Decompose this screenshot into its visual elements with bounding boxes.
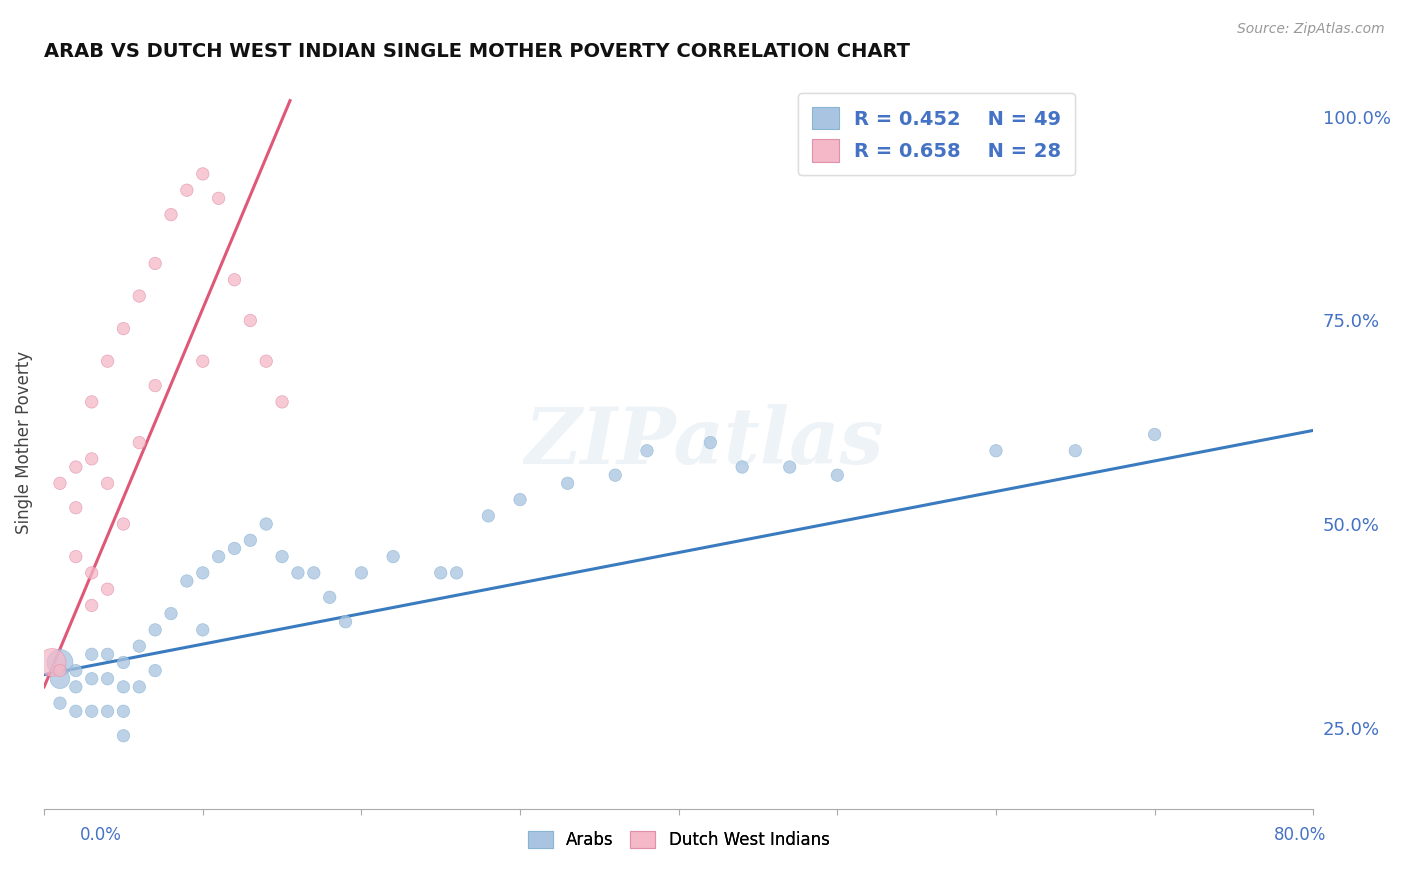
Point (287, 566, 309, 580)
Text: 0.0%: 0.0% (80, 826, 122, 844)
Point (97, 582, 120, 596)
Text: ZIPatlas: ZIPatlas (524, 404, 884, 481)
Text: Source: ZipAtlas.com: Source: ZipAtlas.com (1237, 22, 1385, 37)
Point (80, 451, 103, 466)
Point (128, 435, 150, 450)
Point (239, 533, 262, 548)
Point (699, 435, 721, 450)
Point (65, 500, 87, 515)
Legend: R = 0.452    N = 49, R = 0.658    N = 28: R = 0.452 N = 49, R = 0.658 N = 28 (799, 94, 1076, 175)
Point (65, 680, 87, 694)
Point (477, 508, 499, 523)
Point (318, 591, 340, 605)
Point (97, 476, 120, 491)
Point (509, 492, 531, 507)
Point (605, 468, 627, 483)
Point (446, 566, 468, 580)
Point (382, 549, 405, 564)
Point (160, 607, 183, 621)
Point (65, 664, 87, 678)
Point (350, 566, 373, 580)
Point (731, 460, 754, 475)
Point (112, 704, 135, 718)
Point (128, 289, 150, 303)
Point (143, 623, 166, 637)
Point (1143, 427, 1166, 442)
Point (827, 468, 849, 483)
Point (557, 476, 579, 491)
Point (254, 354, 277, 368)
Point (49, 696, 72, 710)
Point (49, 476, 72, 491)
Point (254, 516, 277, 531)
Point (97, 672, 120, 686)
Point (636, 443, 658, 458)
Point (224, 273, 246, 287)
Point (143, 256, 166, 270)
Y-axis label: Single Mother Poverty: Single Mother Poverty (15, 351, 32, 534)
Point (191, 167, 214, 181)
Text: 80.0%: 80.0% (1274, 826, 1327, 844)
Point (984, 443, 1007, 458)
Point (335, 615, 357, 629)
Point (112, 516, 135, 531)
Point (176, 183, 198, 197)
Point (128, 680, 150, 694)
Point (49, 664, 72, 678)
Point (207, 549, 229, 564)
Point (49, 656, 72, 670)
Point (191, 354, 214, 368)
Point (80, 648, 103, 662)
Point (143, 378, 166, 392)
Point (207, 191, 229, 205)
Point (112, 729, 135, 743)
Point (271, 395, 294, 409)
Point (112, 680, 135, 694)
Point (224, 541, 246, 556)
Point (65, 460, 87, 475)
Point (191, 623, 214, 637)
Point (80, 599, 103, 613)
Point (112, 321, 135, 335)
Point (112, 656, 135, 670)
Text: ARAB VS DUTCH WEST INDIAN SINGLE MOTHER POVERTY CORRELATION CHART: ARAB VS DUTCH WEST INDIAN SINGLE MOTHER … (44, 42, 910, 61)
Point (97, 354, 120, 368)
Point (302, 566, 325, 580)
Point (65, 704, 87, 718)
Point (80, 672, 103, 686)
Point (80, 395, 103, 409)
Point (191, 566, 214, 580)
Point (97, 648, 120, 662)
Point (97, 704, 120, 718)
Point (160, 208, 183, 222)
Point (239, 313, 262, 327)
Point (143, 664, 166, 678)
Point (779, 460, 801, 475)
Point (128, 639, 150, 653)
Point (41, 656, 63, 670)
Point (176, 574, 198, 588)
Point (65, 549, 87, 564)
Point (1064, 443, 1087, 458)
Point (80, 566, 103, 580)
Point (49, 672, 72, 686)
Point (429, 566, 451, 580)
Point (271, 549, 294, 564)
Point (80, 704, 103, 718)
